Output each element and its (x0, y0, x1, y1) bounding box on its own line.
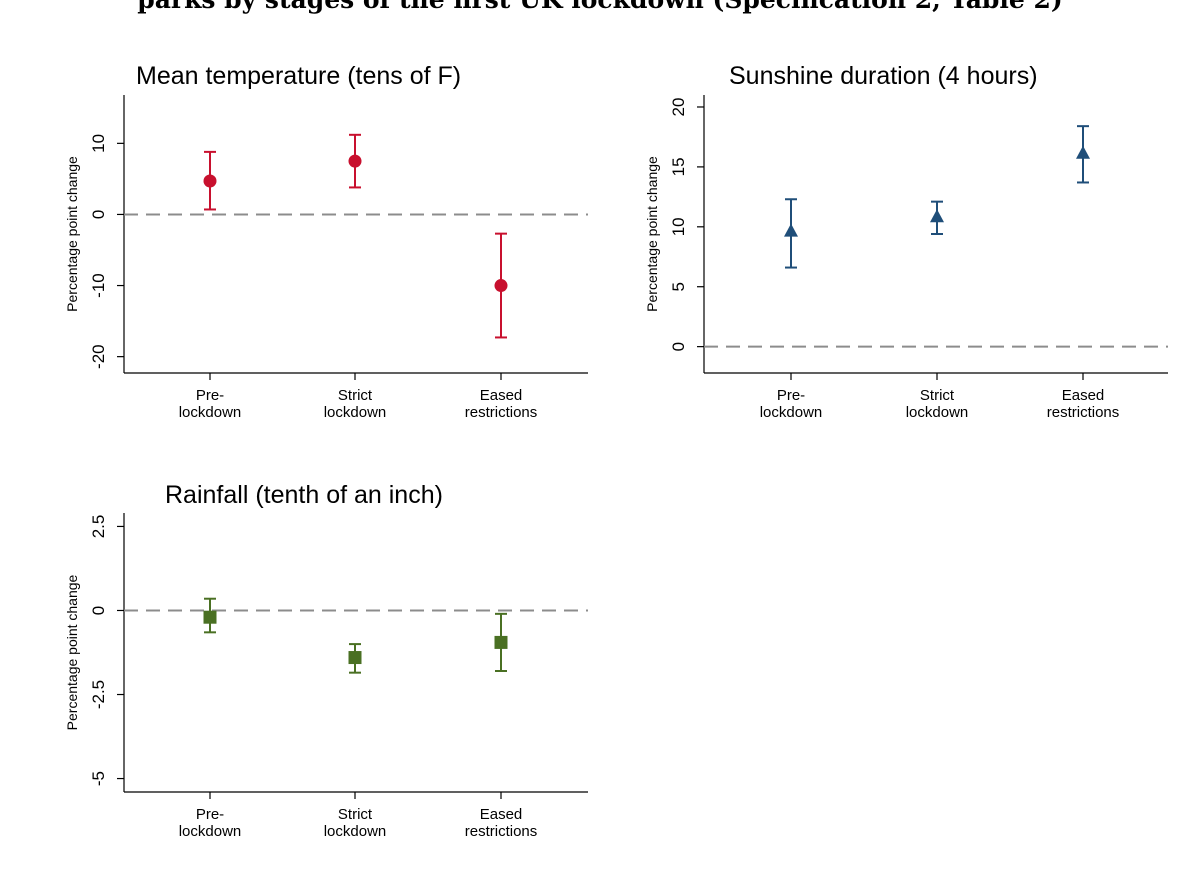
panel-title: Sunshine duration (4 hours) (729, 62, 1038, 90)
data-point (348, 154, 362, 168)
x-tick-label: Pre-lockdown (179, 806, 242, 840)
x-tick-label: Eased restrictions (465, 806, 538, 840)
data-point (494, 635, 508, 649)
y-axis-label: Percentage point change (644, 156, 660, 312)
y-tick-label: 0 (669, 342, 688, 351)
y-tick-label: 20 (669, 98, 688, 117)
x-tick-label: Strict lockdown (906, 387, 969, 421)
y-tick-label: 10 (669, 217, 688, 236)
x-tick-label: Eased restrictions (1047, 387, 1120, 421)
y-tick-label: 0 (89, 210, 108, 219)
y-tick-label: 10 (89, 134, 108, 153)
x-tick-label: Eased restrictions (465, 387, 538, 421)
panel-title: Mean temperature (tens of F) (136, 62, 461, 90)
y-tick-label: 0 (89, 606, 108, 615)
x-tick-label: Pre-lockdown (179, 387, 242, 421)
data-point (203, 610, 217, 624)
y-tick-label: 5 (669, 282, 688, 291)
data-point (203, 174, 217, 188)
y-axis-label: Percentage point change (64, 574, 80, 730)
data-point (784, 223, 798, 237)
data-point (1076, 145, 1090, 159)
y-axis-label: Percentage point change (64, 156, 80, 312)
y-tick-label: -10 (89, 273, 108, 298)
x-tick-label: Pre-lockdown (760, 387, 823, 421)
panel-1: Mean temperature (tens of F) -20 -10 0 10 Per… (64, 62, 588, 421)
y-tick-label: -2.5 (89, 680, 108, 709)
figure-title: parks by stages of the first UK lockdown… (0, 0, 1200, 14)
y-tick-label: 2.5 (89, 515, 108, 539)
x-tick-label: Strict lockdown (324, 806, 387, 840)
y-tick-label: 15 (669, 157, 688, 176)
x-tick-label: Strict lockdown (324, 387, 387, 421)
panel-3: Rainfall (tenth of an inch) -5 -2.5 0 2.5 Per… (64, 481, 588, 840)
data-point (494, 279, 508, 293)
y-tick-label: -5 (89, 771, 108, 786)
data-point (348, 651, 362, 665)
panel-title: Rainfall (tenth of an inch) (165, 481, 443, 509)
data-point (930, 209, 944, 223)
panel-2: Sunshine duration (4 hours) 0 5 10 15 20 Perce… (644, 62, 1168, 421)
y-tick-label: -20 (89, 344, 108, 369)
